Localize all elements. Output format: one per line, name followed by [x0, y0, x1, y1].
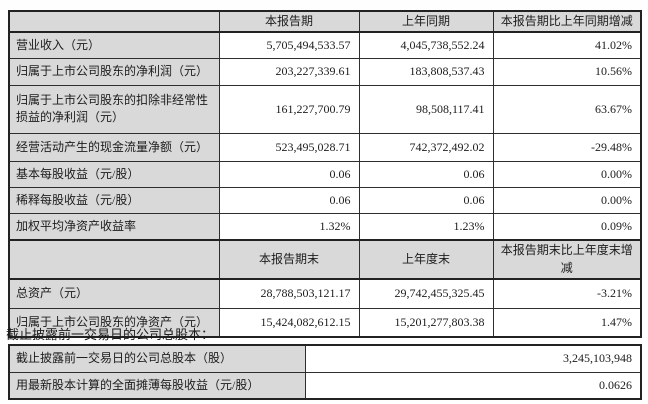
- period-end-header-row: 本报告期末 上年度末 本报告期末比上年度末增减: [8, 239, 642, 281]
- header-prior-period: 上年同期: [358, 10, 494, 34]
- row-total-shares-label: 截止披露前一交易日的公司总股本（股）: [8, 344, 306, 373]
- row-fully-diluted-eps: 用最新股本计算的全面摊薄每股收益（元/股） 0.0626: [8, 371, 642, 400]
- row-weighted-roe-label: 加权平均净资产收益率: [8, 212, 220, 241]
- row-net-assets-current: 15,424,082,612.15: [218, 307, 360, 338]
- row-net-profit-current: 203,227,339.61: [218, 57, 360, 86]
- row-revenue-prior: 4,045,738,552.24: [358, 31, 494, 59]
- row-weighted-roe: 加权平均净资产收益率 1.32% 1.23% 0.09%: [8, 212, 642, 241]
- row-total-assets-change: -3.21%: [492, 278, 642, 309]
- header-period-change: 本报告期比上年同期增减: [492, 10, 642, 34]
- row-net-assets: 归属于上市公司股东的净资产（元） 15,424,082,612.15 15,20…: [8, 307, 642, 338]
- header2-current-period-end: 本报告期末: [218, 239, 360, 281]
- row-operating-cash-flow-label: 经营活动产生的现金流量净额（元）: [8, 132, 220, 162]
- row-diluted-eps-prior: 0.06: [358, 186, 494, 214]
- row-basic-eps-label: 基本每股收益（元/股）: [8, 160, 220, 188]
- row-fully-diluted-eps-value: 0.0626: [304, 371, 642, 400]
- period-header-row: 本报告期 上年同期 本报告期比上年同期增减: [8, 10, 642, 34]
- financial-summary-table: 本报告期 上年同期 本报告期比上年同期增减 营业收入（元） 5,705,494,…: [8, 10, 642, 339]
- row-net-profit-deducted-change: 63.67%: [492, 84, 642, 134]
- row-net-profit-prior: 183,808,537.43: [358, 57, 494, 86]
- row-net-profit-deducted: 归属于上市公司股东的扣除非经常性损益的净利润（元） 161,227,700.79…: [8, 84, 642, 134]
- row-diluted-eps: 稀释每股收益（元/股） 0.06 0.06 0.00%: [8, 186, 642, 214]
- header2-period-end-change: 本报告期末比上年度末增减: [492, 239, 642, 281]
- row-total-assets: 总资产（元） 28,788,503,121.17 29,742,455,325.…: [8, 278, 642, 309]
- row-net-assets-prior: 15,201,277,803.38: [358, 307, 494, 338]
- row-total-assets-label: 总资产（元）: [8, 278, 220, 309]
- header2-prior-year-end: 上年度末: [358, 239, 494, 281]
- row-operating-cash-flow-prior: 742,372,492.02: [358, 132, 494, 162]
- row-total-shares: 截止披露前一交易日的公司总股本（股） 3,245,103,948: [8, 344, 642, 373]
- row-net-assets-label: 归属于上市公司股东的净资产（元）: [8, 307, 220, 338]
- row-operating-cash-flow-current: 523,495,028.71: [218, 132, 360, 162]
- row-net-profit-deducted-prior: 98,508,117.41: [358, 84, 494, 134]
- row-revenue-current: 5,705,494,533.57: [218, 31, 360, 59]
- row-basic-eps-prior: 0.06: [358, 160, 494, 188]
- row-net-profit-change: 10.56%: [492, 57, 642, 86]
- header-empty-cell: [8, 10, 220, 34]
- row-net-profit: 归属于上市公司股东的净利润（元） 203,227,339.61 183,808,…: [8, 57, 642, 86]
- row-net-profit-deducted-label: 归属于上市公司股东的扣除非经常性损益的净利润（元）: [8, 84, 220, 134]
- header-current-period: 本报告期: [218, 10, 360, 34]
- header2-empty-cell: [8, 239, 220, 281]
- row-diluted-eps-change: 0.00%: [492, 186, 642, 214]
- row-net-profit-deducted-current: 161,227,700.79: [218, 84, 360, 134]
- row-revenue: 营业收入（元） 5,705,494,533.57 4,045,738,552.2…: [8, 31, 642, 59]
- share-capital-table: 截止披露前一交易日的公司总股本（股） 3,245,103,948 用最新股本计算…: [8, 344, 642, 400]
- row-operating-cash-flow: 经营活动产生的现金流量净额（元） 523,495,028.71 742,372,…: [8, 132, 642, 162]
- row-diluted-eps-current: 0.06: [218, 186, 360, 214]
- row-revenue-change: 41.02%: [492, 31, 642, 59]
- row-weighted-roe-change: 0.09%: [492, 212, 642, 241]
- row-net-profit-label: 归属于上市公司股东的净利润（元）: [8, 57, 220, 86]
- row-basic-eps: 基本每股收益（元/股） 0.06 0.06 0.00%: [8, 160, 642, 188]
- row-diluted-eps-label: 稀释每股收益（元/股）: [8, 186, 220, 214]
- row-total-shares-value: 3,245,103,948: [304, 344, 642, 373]
- row-net-assets-change: 1.47%: [492, 307, 642, 338]
- row-operating-cash-flow-change: -29.48%: [492, 132, 642, 162]
- row-weighted-roe-prior: 1.23%: [358, 212, 494, 241]
- row-total-assets-current: 28,788,503,121.17: [218, 278, 360, 309]
- row-weighted-roe-current: 1.32%: [218, 212, 360, 241]
- row-basic-eps-change: 0.00%: [492, 160, 642, 188]
- row-basic-eps-current: 0.06: [218, 160, 360, 188]
- share-capital-note: 截止披露前一交易日的公司总股本：: [6, 327, 215, 342]
- row-total-assets-prior: 29,742,455,325.45: [358, 278, 494, 309]
- row-fully-diluted-eps-label: 用最新股本计算的全面摊薄每股收益（元/股）: [8, 371, 306, 400]
- row-revenue-label: 营业收入（元）: [8, 31, 220, 59]
